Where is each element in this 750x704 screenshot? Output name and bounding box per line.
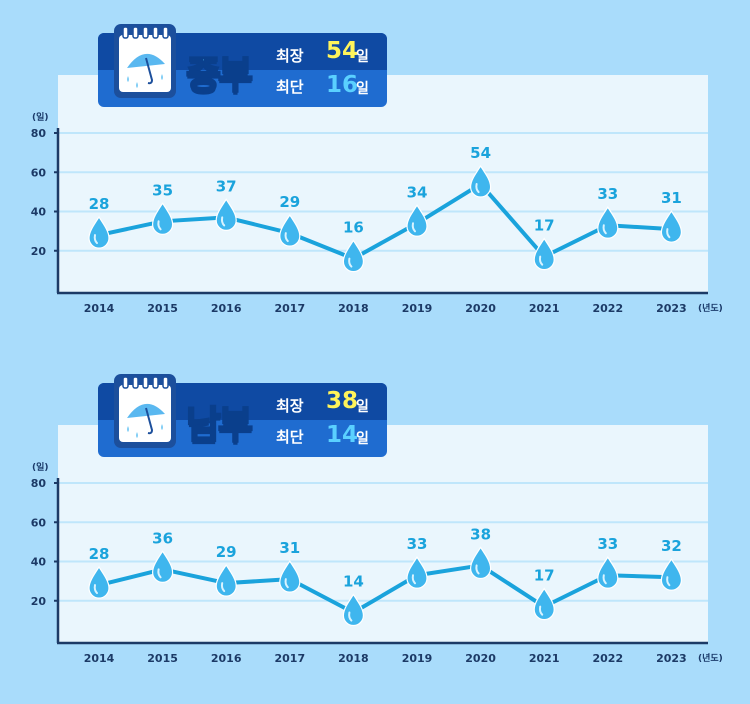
raindrop-marker — [152, 202, 174, 235]
value-label: 28 — [89, 195, 110, 213]
y-axis-title: (일) — [32, 463, 49, 473]
value-label: 33 — [407, 535, 428, 553]
raindrop-marker — [470, 546, 492, 580]
raindrop-marker — [88, 565, 110, 599]
line-chart-central: 20 40 60 80 28 2014 35 2015 37 2016 29 2017 16 2018 34… — [31, 127, 708, 315]
value-label: 31 — [279, 539, 300, 557]
raindrop-marker — [215, 198, 237, 231]
value-label: 28 — [89, 545, 110, 563]
raindrop-marker — [406, 204, 428, 237]
region-title: 중부 — [185, 52, 254, 98]
x-tick-label: 2015 — [147, 302, 178, 315]
chart-panel-central: 20 40 60 80 28 2014 35 2015 37 2016 29 2017 16 2018 34… — [0, 0, 750, 340]
calendar-umbrella-icon — [114, 24, 176, 98]
raindrop-marker — [152, 550, 174, 583]
value-label: 17 — [534, 567, 555, 585]
y-tick-label: 60 — [31, 516, 47, 529]
x-tick-label: 2016 — [211, 302, 242, 315]
value-label: 16 — [343, 219, 364, 237]
min-value: 16 — [326, 72, 359, 98]
x-tick-label: 2017 — [274, 652, 305, 665]
value-label: 33 — [597, 185, 618, 203]
value-label: 17 — [534, 217, 555, 235]
x-tick-label: 2021 — [529, 652, 560, 665]
raindrop-marker — [279, 214, 301, 247]
raindrop-marker — [597, 556, 619, 589]
x-tick-label: 2020 — [465, 652, 496, 665]
plot-area — [58, 425, 708, 643]
x-tick-label: 2014 — [84, 302, 115, 315]
x-tick-label: 2015 — [147, 652, 178, 665]
region-title: 남부 — [185, 402, 254, 448]
x-tick-label: 2018 — [338, 652, 369, 665]
min-unit: 일 — [356, 81, 369, 97]
y-tick-label: 60 — [31, 166, 47, 179]
x-tick-label: 2019 — [402, 652, 433, 665]
x-tick-label: 2016 — [211, 652, 242, 665]
y-axis-title: (일) — [32, 113, 49, 123]
x-tick-label: 2018 — [338, 302, 369, 315]
raindrop-marker — [660, 558, 683, 591]
y-tick-label: 40 — [31, 206, 47, 219]
x-tick-label: 2019 — [402, 302, 433, 315]
raindrop-marker — [597, 206, 619, 239]
raindrop-marker — [533, 587, 555, 621]
y-tick-label: 80 — [31, 127, 47, 140]
x-tick-label: 2020 — [465, 302, 496, 315]
series-line — [98, 563, 672, 615]
y-tick-label: 20 — [31, 245, 47, 258]
series-line — [98, 182, 672, 261]
max-label: 최장 — [276, 397, 304, 415]
min-label: 최단 — [276, 428, 304, 446]
value-label: 37 — [216, 177, 237, 195]
min-value: 14 — [326, 422, 359, 448]
y-tick-label: 20 — [31, 595, 47, 608]
x-axis-unit: (년도) — [698, 654, 723, 664]
raindrop-marker — [533, 237, 555, 271]
max-value: 54 — [326, 38, 359, 64]
value-label: 33 — [597, 535, 618, 553]
raindrop-marker — [470, 164, 492, 198]
value-label: 35 — [152, 181, 173, 199]
max-value: 38 — [326, 388, 359, 414]
x-tick-label: 2022 — [592, 652, 623, 665]
raindrop-marker — [342, 239, 364, 273]
raindrop-marker — [215, 564, 237, 597]
y-tick-label: 40 — [31, 556, 47, 569]
x-tick-label: 2017 — [274, 302, 305, 315]
plot-area — [58, 75, 708, 293]
x-tick-label: 2021 — [529, 302, 560, 315]
value-label: 14 — [343, 573, 364, 591]
raindrop-marker — [279, 560, 301, 593]
x-tick-label: 2023 — [656, 302, 687, 315]
x-axis-unit: (년도) — [698, 304, 723, 314]
min-label: 최단 — [276, 78, 304, 96]
raindrop-marker — [88, 215, 110, 249]
x-tick-label: 2023 — [656, 652, 687, 665]
x-tick-label: 2022 — [592, 302, 623, 315]
x-tick-label: 2014 — [84, 652, 115, 665]
raindrop-marker — [406, 556, 428, 589]
value-label: 29 — [279, 193, 300, 211]
chart-panel-south: 20 40 60 80 28 2014 36 2015 29 2016 31 2017 14 2018 33… — [0, 350, 750, 690]
max-unit: 일 — [356, 399, 369, 415]
value-label: 29 — [216, 543, 237, 561]
value-label: 38 — [470, 525, 491, 543]
y-tick-label: 80 — [31, 477, 47, 490]
raindrop-marker — [342, 593, 364, 627]
value-label: 54 — [470, 144, 491, 162]
min-unit: 일 — [356, 431, 369, 447]
raindrop-marker — [660, 210, 683, 243]
value-label: 34 — [407, 183, 428, 201]
value-label: 36 — [152, 529, 173, 547]
max-unit: 일 — [356, 49, 369, 65]
line-chart-south: 20 40 60 80 28 2014 36 2015 29 2016 31 2017 14 2018 33… — [31, 477, 708, 665]
value-label: 31 — [661, 189, 682, 207]
calendar-umbrella-icon — [114, 374, 176, 448]
max-label: 최장 — [276, 47, 304, 65]
value-label: 32 — [661, 537, 682, 555]
